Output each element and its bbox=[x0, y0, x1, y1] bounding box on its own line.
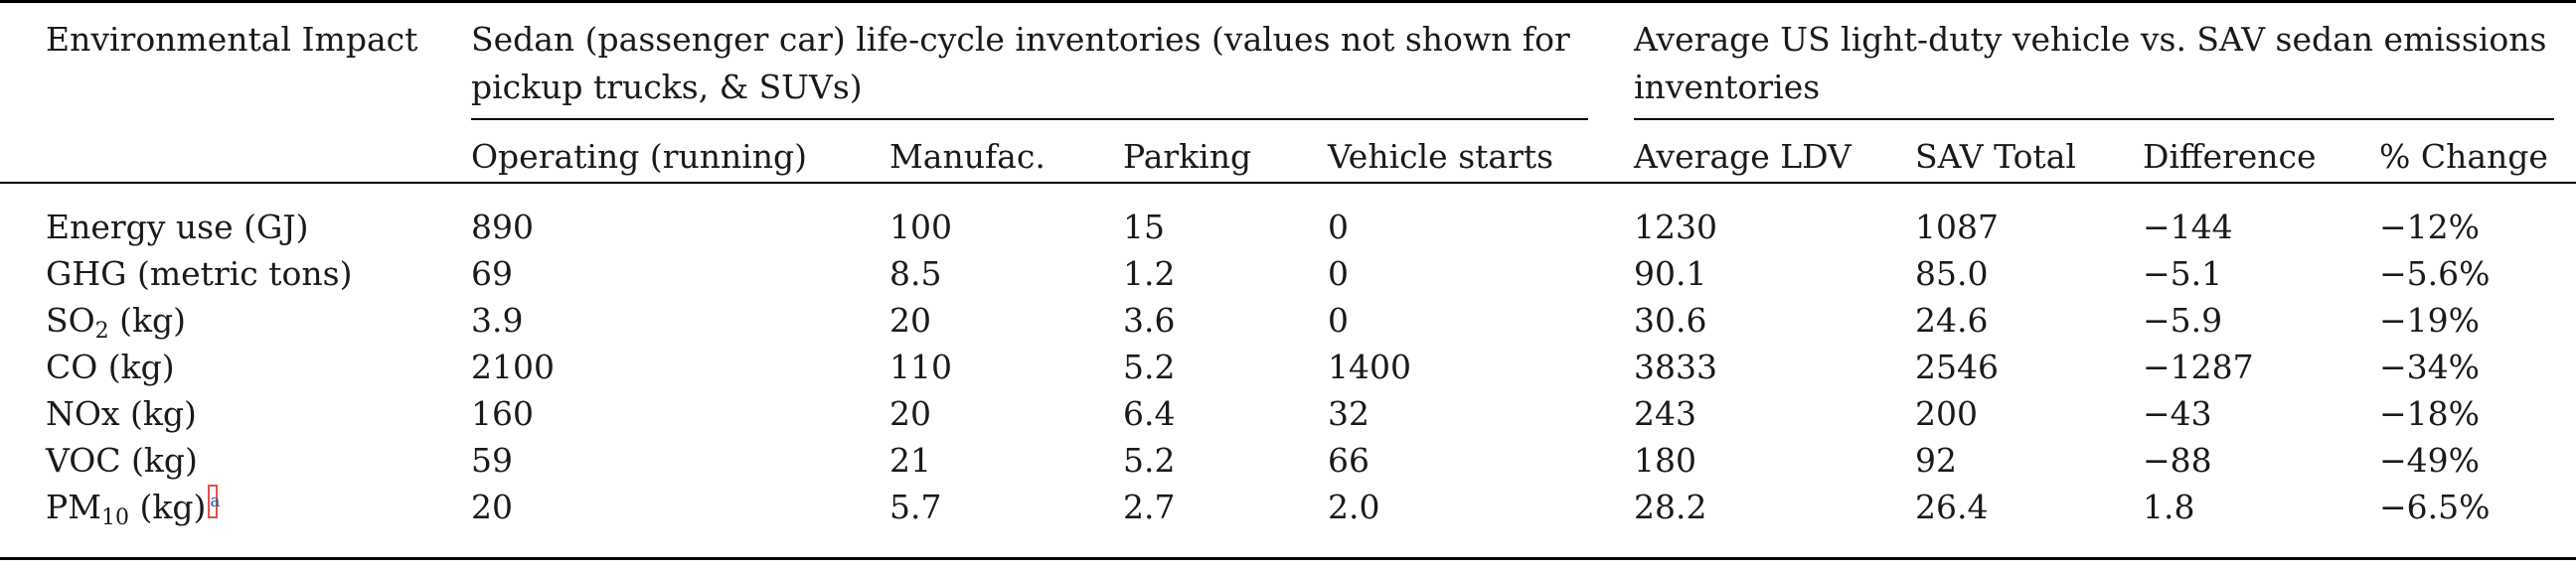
table-cell-average-ldv: 30.6 bbox=[1634, 301, 1707, 340]
col-header-operating: Operating (running) bbox=[471, 137, 808, 176]
table-cell-manufac: 20 bbox=[889, 301, 931, 340]
average-group-rule bbox=[1634, 118, 2554, 120]
table-cell-operating: 2100 bbox=[471, 348, 555, 386]
table-cell-parking: 2.7 bbox=[1123, 488, 1176, 526]
row-label-pm10-unit: (kg) bbox=[129, 488, 207, 526]
table-cell-average-ldv: 180 bbox=[1634, 441, 1696, 480]
table-cell-vehicle-starts: 0 bbox=[1328, 254, 1349, 293]
col-header-parking: Parking bbox=[1123, 137, 1252, 176]
table-cell-operating: 160 bbox=[471, 394, 534, 433]
table-cell-difference: −88 bbox=[2143, 441, 2212, 480]
table-cell-parking: 6.4 bbox=[1123, 394, 1176, 433]
table-cell-operating: 69 bbox=[471, 254, 513, 293]
table-cell-pct-change: −18% bbox=[2379, 394, 2480, 433]
table-cell-difference: −5.1 bbox=[2143, 254, 2223, 293]
row-label-co: CO (kg) bbox=[46, 348, 175, 386]
table-cell-manufac: 110 bbox=[889, 348, 952, 386]
col-header-pct-change: % Change bbox=[2379, 137, 2548, 176]
table-bottom-rule bbox=[0, 557, 2576, 560]
table-cell-difference: −1287 bbox=[2143, 348, 2254, 386]
table-cell-pct-change: −34% bbox=[2379, 348, 2480, 386]
footnote-link[interactable]: a bbox=[208, 485, 221, 518]
table-cell-average-ldv: 1230 bbox=[1634, 208, 1717, 246]
table-cell-sav-total: 200 bbox=[1915, 394, 1978, 433]
table-cell-sav-total: 85.0 bbox=[1915, 254, 1989, 293]
table-cell-vehicle-starts: 0 bbox=[1328, 208, 1349, 246]
table-cell-vehicle-starts: 2.0 bbox=[1328, 488, 1380, 526]
row-label-nox: NOx (kg) bbox=[46, 394, 197, 433]
table-cell-average-ldv: 3833 bbox=[1634, 348, 1717, 386]
table-cell-manufac: 8.5 bbox=[889, 254, 942, 293]
row-label-so2-unit: (kg) bbox=[108, 301, 187, 340]
row-label-so2-main: SO bbox=[46, 301, 95, 340]
row-label-ghg: GHG (metric tons) bbox=[46, 254, 353, 293]
header-bottom-rule bbox=[0, 182, 2576, 184]
table-cell-manufac: 20 bbox=[889, 394, 931, 433]
table-cell-average-ldv: 90.1 bbox=[1634, 254, 1707, 293]
table-cell-vehicle-starts: 32 bbox=[1328, 394, 1369, 433]
table-cell-operating: 59 bbox=[471, 441, 513, 480]
table-cell-average-ldv: 28.2 bbox=[1634, 488, 1707, 526]
table-cell-vehicle-starts: 0 bbox=[1328, 301, 1349, 340]
row-label-voc: VOC (kg) bbox=[46, 441, 198, 480]
table-cell-operating: 890 bbox=[471, 208, 534, 246]
table-cell-manufac: 21 bbox=[889, 441, 931, 480]
row-label-pm10: PM10 (kg) a bbox=[46, 484, 221, 531]
col-header-average-ldv: Average LDV bbox=[1634, 137, 1852, 176]
table-cell-manufac: 5.7 bbox=[889, 488, 942, 526]
table-cell-average-ldv: 243 bbox=[1634, 394, 1696, 433]
row-label-energy: Energy use (GJ) bbox=[46, 208, 309, 246]
row-label-pm10-sub: 10 bbox=[101, 505, 129, 530]
table-cell-manufac: 100 bbox=[889, 208, 952, 246]
table-cell-sav-total: 24.6 bbox=[1915, 301, 1989, 340]
table-cell-difference: −5.9 bbox=[2143, 301, 2223, 340]
table-cell-parking: 5.2 bbox=[1123, 348, 1176, 386]
table-cell-sav-total: 26.4 bbox=[1915, 488, 1989, 526]
col-header-sav-total: SAV Total bbox=[1915, 137, 2076, 176]
table-cell-pct-change: −19% bbox=[2379, 301, 2480, 340]
impact-column-header: Environmental Impact bbox=[46, 20, 418, 59]
table-cell-difference: 1.8 bbox=[2143, 488, 2195, 526]
table-cell-difference: −43 bbox=[2143, 394, 2212, 433]
table-cell-sav-total: 1087 bbox=[1915, 208, 1999, 246]
table-cell-operating: 20 bbox=[471, 488, 513, 526]
row-label-so2: SO2 (kg) bbox=[46, 297, 186, 345]
table-cell-sav-total: 92 bbox=[1915, 441, 1957, 480]
table-cell-pct-change: −5.6% bbox=[2379, 254, 2491, 293]
col-header-vehicle-starts: Vehicle starts bbox=[1328, 137, 1554, 176]
average-group-header: Average US light-duty vehicle vs. SAV se… bbox=[1634, 20, 2547, 106]
table-cell-sav-total: 2546 bbox=[1915, 348, 1999, 386]
col-header-difference: Difference bbox=[2143, 137, 2317, 176]
table-cell-parking: 1.2 bbox=[1123, 254, 1176, 293]
row-label-pm10-main: PM bbox=[46, 488, 101, 526]
table-cell-pct-change: −12% bbox=[2379, 208, 2480, 246]
table-cell-pct-change: −49% bbox=[2379, 441, 2480, 480]
col-header-manufac: Manufac. bbox=[889, 137, 1046, 176]
table-top-rule bbox=[0, 0, 2576, 3]
table-cell-parking: 3.6 bbox=[1123, 301, 1176, 340]
table-cell-operating: 3.9 bbox=[471, 301, 524, 340]
table-cell-vehicle-starts: 1400 bbox=[1328, 348, 1411, 386]
sedan-group-rule bbox=[471, 118, 1588, 120]
table-cell-parking: 5.2 bbox=[1123, 441, 1176, 480]
sedan-group-header: Sedan (passenger car) life-cycle invento… bbox=[471, 20, 1570, 106]
table-cell-pct-change: −6.5% bbox=[2379, 488, 2491, 526]
table-cell-difference: −144 bbox=[2143, 208, 2233, 246]
row-label-so2-sub: 2 bbox=[94, 319, 109, 344]
table-cell-parking: 15 bbox=[1123, 208, 1165, 246]
table-cell-vehicle-starts: 66 bbox=[1328, 441, 1369, 480]
